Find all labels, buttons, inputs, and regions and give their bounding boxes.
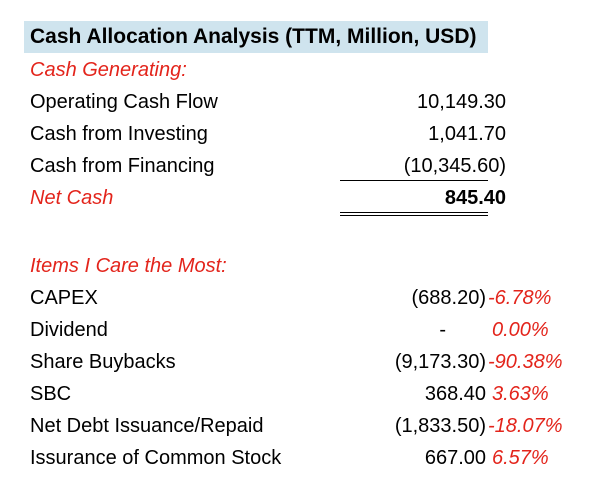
subtotal-rule — [340, 180, 488, 181]
row-value: (1,833.50) — [394, 415, 486, 437]
row-label: Net Debt Issuance/Repaid — [30, 415, 264, 437]
row-label: SBC — [30, 383, 72, 405]
row-label: CAPEX — [30, 287, 98, 309]
row-percent: -18.07% — [488, 415, 563, 437]
net-cash-label: Net Cash — [30, 187, 114, 209]
row-percent: 6.57% — [492, 447, 549, 469]
section-heading: Cash Generating: — [30, 59, 187, 81]
row-label: Operating Cash Flow — [30, 91, 218, 113]
row-value: - — [439, 319, 446, 341]
row-value: 667.00 — [424, 447, 486, 469]
row-value: 1,041.70 — [428, 123, 506, 145]
row-label: Dividend — [30, 319, 108, 341]
section-heading: Items I Care the Most: — [30, 255, 227, 277]
page-title: Cash Allocation Analysis (TTM, Million, … — [24, 21, 488, 53]
row-value: 368.40 — [424, 383, 486, 405]
net-cash-value: 845.40 — [444, 187, 506, 209]
row-label: Share Buybacks — [30, 351, 176, 373]
row-label: Cash from Investing — [30, 123, 208, 145]
double-rule-bottom — [340, 215, 488, 216]
row-value: (9,173.30) — [394, 351, 486, 373]
row-percent: 0.00% — [492, 319, 549, 341]
row-percent: -90.38% — [488, 351, 563, 373]
row-percent: -6.78% — [488, 287, 552, 309]
row-value: (10,345.60) — [403, 155, 506, 177]
row-value: 10,149.30 — [417, 91, 506, 113]
row-label: Cash from Financing — [30, 155, 215, 177]
row-value: (688.20) — [411, 287, 487, 309]
double-rule-top — [340, 212, 488, 213]
row-label: Issurance of Common Stock — [30, 447, 282, 469]
row-percent: 3.63% — [492, 383, 549, 405]
